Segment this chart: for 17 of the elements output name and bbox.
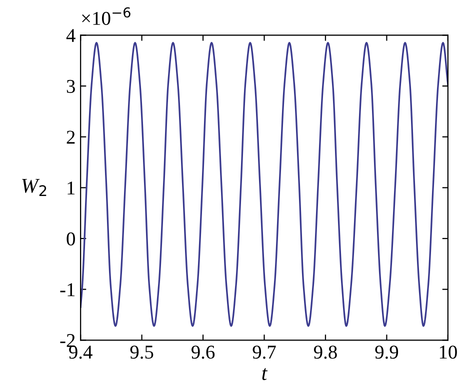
y-axis-title: W$_{2}$ [22,178,46,196]
x-tick-label: 9.5 [130,346,154,359]
y-tick-label: -1 [60,283,75,296]
y-tick-label: 1 [68,182,75,194]
x-tick-label: 10 [440,346,457,359]
y-tick-label: -2 [60,334,75,347]
x-tick-label: 9.4 [69,346,92,359]
x-axis-title: t [262,368,268,380]
x-tick-label: 9.7 [252,346,276,359]
x-tick-label: 9.8 [314,346,337,359]
y-tick-label: 0 [66,232,75,246]
y-tick-label: 4 [66,29,76,42]
text: ×10$^{−6}$ [82,7,130,25]
y-tick-label: 3 [66,80,75,93]
x-tick-label: 9.6 [192,346,215,359]
x-tick-label: 9.9 [375,346,398,359]
y-tick-label: 2 [66,130,75,144]
